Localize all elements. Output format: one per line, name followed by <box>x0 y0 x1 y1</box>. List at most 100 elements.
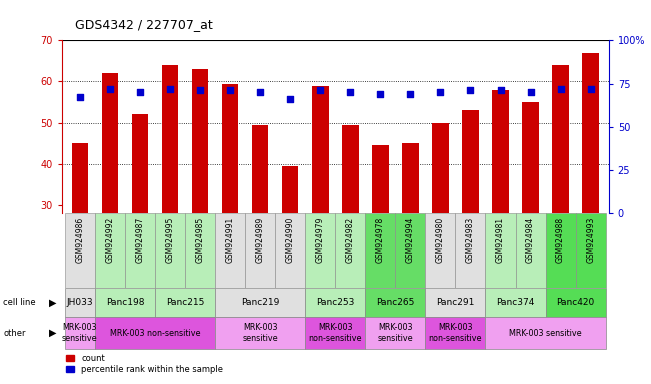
Bar <box>95 288 155 317</box>
Point <box>555 86 566 92</box>
Text: GSM924978: GSM924978 <box>376 217 385 263</box>
Text: Panc374: Panc374 <box>496 298 534 307</box>
Point <box>345 89 355 95</box>
Point <box>436 89 446 95</box>
Bar <box>161 65 178 213</box>
Bar <box>425 288 486 317</box>
Bar <box>552 65 569 213</box>
Bar <box>365 213 395 288</box>
Bar <box>546 288 605 317</box>
Text: Panc198: Panc198 <box>105 298 144 307</box>
Bar <box>215 288 305 317</box>
Bar <box>335 213 365 288</box>
Point <box>165 86 175 92</box>
Bar <box>486 317 605 349</box>
Bar <box>312 86 329 213</box>
Bar <box>72 143 88 213</box>
Text: MRK-003
sensitive: MRK-003 sensitive <box>378 323 413 343</box>
Bar <box>365 317 425 349</box>
Text: GSM924995: GSM924995 <box>165 217 174 263</box>
Text: MRK-003
sensitive: MRK-003 sensitive <box>62 323 98 343</box>
Text: GDS4342 / 227707_at: GDS4342 / 227707_at <box>75 18 213 31</box>
Text: Panc265: Panc265 <box>376 298 415 307</box>
Text: GSM924984: GSM924984 <box>526 217 535 263</box>
Text: GSM924988: GSM924988 <box>556 217 565 263</box>
Text: GSM924980: GSM924980 <box>436 217 445 263</box>
Text: JH033: JH033 <box>66 298 93 307</box>
Text: ▶: ▶ <box>49 328 57 338</box>
Point <box>375 91 385 97</box>
Text: GSM924992: GSM924992 <box>105 217 115 263</box>
Bar <box>65 213 95 288</box>
Bar <box>365 288 425 317</box>
Bar <box>546 213 575 288</box>
Text: GSM924982: GSM924982 <box>346 217 355 263</box>
Bar <box>492 90 509 213</box>
Point <box>495 88 506 94</box>
Point <box>135 89 145 95</box>
Text: GSM924993: GSM924993 <box>586 217 595 263</box>
Text: GSM924989: GSM924989 <box>256 217 265 263</box>
Bar <box>486 213 516 288</box>
Text: cell line: cell line <box>3 298 36 307</box>
Text: MRK-003
non-sensitive: MRK-003 non-sensitive <box>429 323 482 343</box>
Text: Panc253: Panc253 <box>316 298 354 307</box>
Legend: count, percentile rank within the sample: count, percentile rank within the sample <box>66 354 223 374</box>
Text: GSM924990: GSM924990 <box>286 217 295 263</box>
Bar <box>395 213 425 288</box>
Text: MRK-003
sensitive: MRK-003 sensitive <box>242 323 278 343</box>
Text: GSM924986: GSM924986 <box>76 217 85 263</box>
Point <box>465 88 476 94</box>
Point <box>255 89 266 95</box>
Text: GSM924983: GSM924983 <box>466 217 475 263</box>
Point <box>285 96 296 102</box>
Bar <box>425 213 456 288</box>
Bar <box>342 125 359 213</box>
Bar <box>516 213 546 288</box>
Bar <box>245 213 275 288</box>
Text: GSM924985: GSM924985 <box>195 217 204 263</box>
Bar <box>425 317 486 349</box>
Bar <box>132 114 148 213</box>
Bar <box>185 213 215 288</box>
Text: Panc215: Panc215 <box>166 298 204 307</box>
Bar <box>95 317 215 349</box>
Point <box>195 88 205 94</box>
Bar <box>522 102 539 213</box>
Text: GSM924994: GSM924994 <box>406 217 415 263</box>
Text: GSM924991: GSM924991 <box>226 217 234 263</box>
Point <box>315 88 326 94</box>
Text: Panc219: Panc219 <box>241 298 279 307</box>
Text: other: other <box>3 329 26 338</box>
Text: ▶: ▶ <box>49 297 57 308</box>
Bar <box>432 122 449 213</box>
Point <box>525 89 536 95</box>
Bar <box>65 288 95 317</box>
Bar <box>215 317 305 349</box>
Bar <box>95 213 125 288</box>
Text: GSM924979: GSM924979 <box>316 217 325 263</box>
Bar <box>222 84 238 213</box>
Bar <box>305 213 335 288</box>
Bar <box>305 288 365 317</box>
Text: GSM924987: GSM924987 <box>135 217 145 263</box>
Bar <box>65 317 95 349</box>
Bar <box>155 213 185 288</box>
Bar <box>192 69 208 213</box>
Bar <box>125 213 155 288</box>
Bar <box>275 213 305 288</box>
Bar <box>215 213 245 288</box>
Bar <box>252 125 268 213</box>
Bar <box>583 53 599 213</box>
Bar <box>456 213 486 288</box>
Bar <box>402 143 419 213</box>
Point <box>75 94 85 101</box>
Bar <box>155 288 215 317</box>
Text: Panc291: Panc291 <box>436 298 475 307</box>
Point <box>105 86 115 92</box>
Point <box>405 91 415 97</box>
Bar <box>282 166 298 213</box>
Bar <box>575 213 605 288</box>
Bar <box>486 288 546 317</box>
Bar <box>102 73 118 213</box>
